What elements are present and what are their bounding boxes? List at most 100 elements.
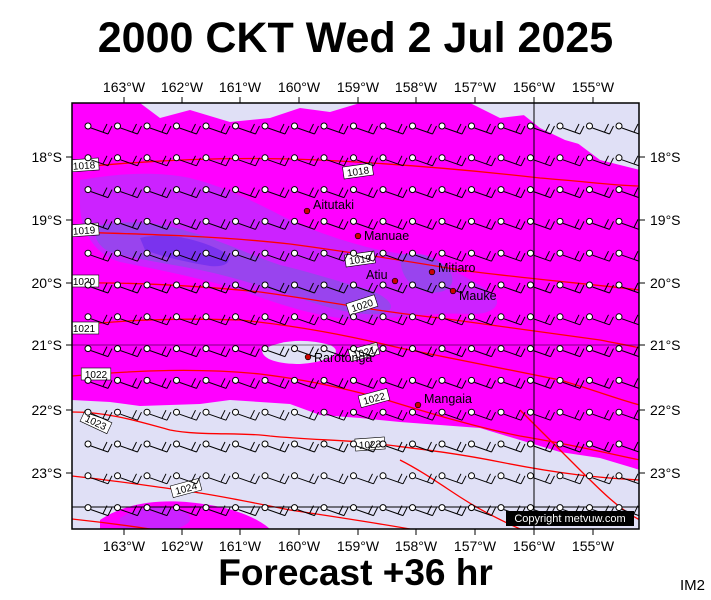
lat-label-right: 19°S: [650, 212, 681, 228]
wind-barb-flag: [284, 411, 290, 421]
wind-barb-staff: [90, 254, 109, 262]
wind-barb: [527, 186, 555, 199]
lon-label-bottom: 155°W: [572, 538, 615, 554]
wind-barb: [173, 186, 201, 199]
wind-barb-flag: [250, 346, 255, 355]
wind-barb: [586, 186, 614, 199]
wind-barb-flag: [161, 187, 167, 196]
wind-barb-flag: [166, 380, 172, 389]
wind-barb-flag: [161, 473, 167, 483]
wind-barb: [586, 313, 614, 326]
wind-barb-staff: [238, 477, 256, 485]
wind-barb: [350, 186, 378, 199]
wind-barb-station: [291, 376, 298, 384]
wind-barb-station: [586, 154, 593, 162]
wind-barb-staff: [297, 381, 315, 389]
wind-barb-station: [586, 440, 593, 448]
wind-barb-staff: [297, 222, 315, 230]
wind-barb-flag: [314, 157, 319, 167]
wind-barb-staff: [592, 381, 610, 389]
wind-barb-station: [114, 122, 121, 130]
wind-barb-station: [409, 408, 416, 416]
wind-barb-flag: [368, 219, 373, 228]
wind-barb-flag: [545, 250, 550, 260]
lon-label-bottom: 160°W: [278, 538, 321, 554]
town-label: Mauke: [459, 289, 497, 303]
wind-barb-flag: [579, 411, 585, 421]
map-title: 2000 CKT Wed 2 Jul 2025: [97, 14, 614, 62]
wind-barb: [261, 376, 290, 389]
wind-barb: [114, 440, 142, 453]
wind-barb-flag: [604, 441, 609, 451]
wind-barb: [173, 217, 201, 230]
wind-barb-station: [173, 376, 180, 384]
wind-barb: [173, 408, 201, 421]
wind-barb-staff: [356, 254, 374, 262]
wind-barb-flag: [161, 282, 167, 292]
wind-barb-station: [468, 249, 475, 257]
wind-barb: [143, 376, 172, 389]
wind-barb-flag: [314, 411, 319, 421]
wind-barb-flag: [343, 380, 349, 389]
wind-barb: [261, 122, 290, 135]
wind-barb-flag: [373, 348, 378, 357]
wind-barb-station: [409, 249, 416, 257]
wind-barb-station: [379, 440, 387, 448]
wind-barb-flag: [368, 314, 373, 324]
wind-barb-station: [202, 122, 210, 130]
wind-barb-flag: [161, 314, 167, 324]
wind-barb-staff: [326, 477, 345, 485]
wind-barb-flag: [515, 282, 521, 292]
wind-barb-station: [468, 345, 475, 353]
wind-barb-staff: [238, 318, 256, 326]
wind-barb-flag: [107, 507, 113, 516]
wind-barb-station: [468, 154, 475, 162]
wind-barb: [114, 186, 142, 199]
wind-barb-flag: [486, 409, 491, 419]
wind-barb-staff: [621, 477, 639, 485]
wind-barb-flag: [397, 314, 403, 324]
wind-barb-staff: [267, 191, 286, 199]
wind-barb-staff: [267, 222, 286, 230]
wind-barb-station: [202, 472, 210, 480]
wind-barb: [173, 249, 201, 262]
wind-barb-flag: [132, 250, 137, 260]
wind-barb-staff: [326, 222, 345, 230]
wind-barb-station: [291, 186, 298, 194]
wind-barb: [527, 472, 555, 485]
wind-barb-staff: [149, 222, 168, 230]
wind-barb-flag: [107, 316, 113, 326]
wind-barb-flag: [397, 250, 403, 260]
wind-barb-flag: [432, 221, 437, 230]
isobar-label-text: 1018: [346, 165, 370, 179]
wind-barb-station: [261, 345, 269, 353]
isobar-label-text: 1022: [85, 370, 108, 381]
wind-barb-flag: [309, 219, 314, 228]
wind-barb-flag: [220, 409, 226, 419]
wind-barb-station: [615, 313, 623, 321]
wind-barb-station: [291, 249, 298, 257]
wind-barb-station: [232, 281, 239, 289]
wind-barb-flag: [456, 441, 462, 451]
wind-barb-station: [291, 154, 298, 162]
wind-barb-station: [615, 408, 623, 416]
wind-barb: [291, 440, 319, 453]
wind-barb-staff: [562, 381, 581, 389]
wind-barb-station: [586, 313, 593, 321]
wind-barb-flag: [373, 316, 378, 326]
wind-barb-flag: [279, 219, 285, 228]
wind-barb-staff: [592, 477, 610, 485]
wind-barb-staff: [120, 286, 138, 294]
wind-barb-flag: [338, 473, 344, 483]
wind-barb-flag: [338, 123, 344, 133]
lon-label-top: 159°W: [337, 79, 380, 95]
wind-barb-staff: [120, 318, 138, 326]
wind-barb-flag: [284, 475, 290, 485]
wind-barb-staff: [562, 222, 581, 230]
wind-barb-flag: [520, 125, 526, 135]
wind-barb-staff: [267, 254, 286, 262]
wind-barb: [261, 472, 290, 485]
wind-barb-staff: [592, 127, 610, 135]
wind-barb-flag: [545, 473, 550, 483]
